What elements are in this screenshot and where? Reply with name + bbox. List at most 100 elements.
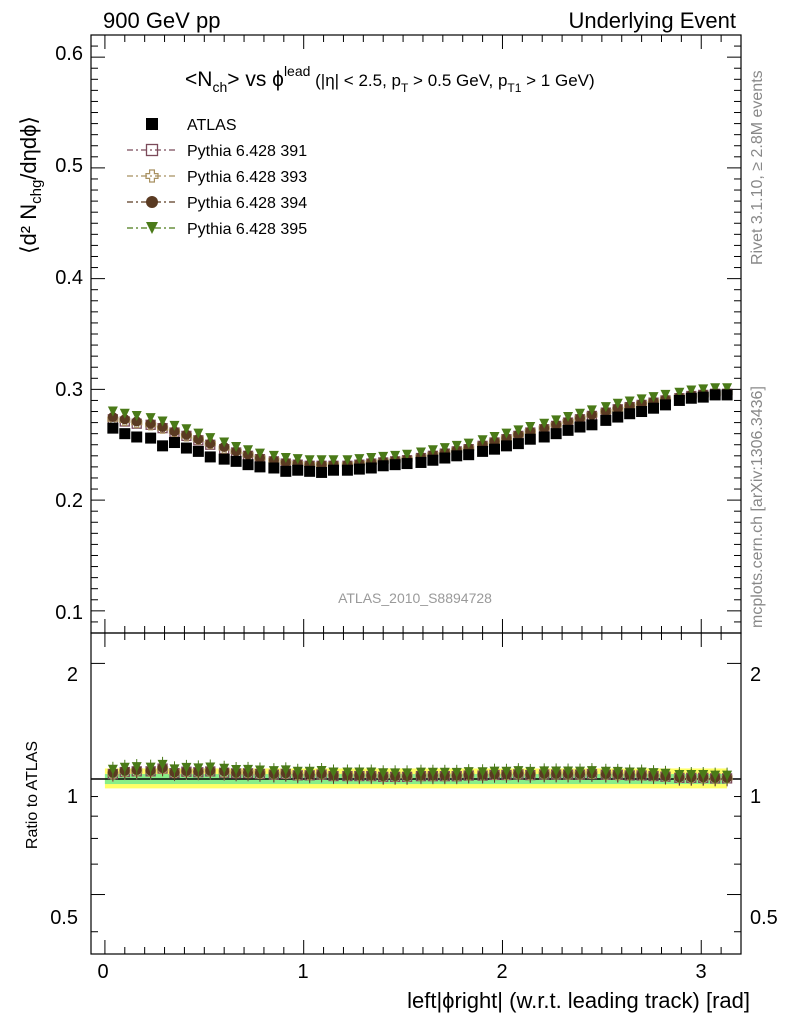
data-point (574, 408, 585, 419)
data-point (218, 453, 230, 465)
header-left: 900 GeV pp (103, 8, 220, 33)
data-point (292, 766, 303, 777)
data-point (402, 449, 413, 460)
data-point (181, 429, 192, 440)
data-point (686, 385, 697, 396)
header-right: Underlying Event (568, 8, 736, 33)
data-point (538, 431, 550, 443)
data-point (612, 766, 623, 777)
data-point (131, 410, 142, 421)
data-point (624, 396, 635, 407)
data-point (145, 432, 157, 444)
axis-ticks (91, 34, 741, 954)
mcplots-label: mcplots.cern.ch [arXiv:1306.3436] (749, 386, 766, 628)
data-point (660, 389, 671, 400)
data-point (551, 766, 562, 777)
data-point (193, 434, 204, 445)
data-point (427, 454, 439, 466)
x-tick-labels: 0 1 2 3 (97, 961, 706, 983)
data-point (145, 413, 156, 424)
data-point (280, 453, 291, 464)
legend-label: Pythia 6.428 393 (187, 169, 307, 186)
data-point (698, 770, 709, 781)
data-point (181, 424, 192, 435)
data-point (205, 433, 216, 444)
data-point (157, 440, 169, 452)
ratio-tick-label-right: 0.5 (750, 907, 778, 929)
data-point (489, 766, 500, 777)
data-point (722, 383, 733, 394)
data-point (304, 766, 315, 777)
data-point (169, 426, 180, 437)
ratio-tick-label-right: 1 (750, 786, 761, 808)
data-point (612, 398, 623, 409)
data-point (204, 451, 216, 463)
data-point (268, 450, 279, 461)
data-point (501, 428, 512, 439)
legend-label: Pythia 6.428 394 (187, 195, 307, 212)
data-point (390, 450, 401, 461)
legend: ATLAS Pythia 6.428 391 Pythia 6.428 393 … (127, 117, 307, 238)
data-point (292, 454, 303, 465)
data-point (231, 764, 242, 775)
data-point (673, 394, 685, 406)
data-point (169, 764, 180, 775)
data-point (366, 767, 377, 778)
ratio-tick-label: 0.5 (50, 907, 78, 929)
data-point (697, 391, 709, 403)
legend-label: ATLAS (187, 117, 237, 134)
legend-label: Pythia 6.428 391 (187, 143, 307, 160)
data-point (192, 445, 204, 457)
data-point (145, 418, 156, 429)
data-point (513, 766, 524, 777)
data-point (648, 402, 660, 414)
data-point (145, 143, 159, 157)
data-point (600, 766, 611, 777)
data-point (489, 443, 501, 455)
y-axis-label-top: ⟨d² Nchg/dηdϕ⟩ (16, 116, 45, 254)
x-tick-label: 0 (97, 961, 108, 983)
data-point (131, 762, 142, 773)
data-point (659, 399, 671, 411)
data-point (254, 461, 266, 473)
top-y-tick-labels: 0.1 0.2 0.3 0.4 0.5 0.6 (55, 43, 83, 624)
data-point (648, 392, 659, 403)
data-point (316, 466, 328, 478)
data-point (402, 768, 413, 779)
y-tick-label: 0.6 (55, 43, 83, 65)
data-point (415, 456, 427, 468)
data-point (157, 422, 168, 433)
data-point (268, 462, 280, 474)
data-point (107, 422, 119, 434)
data-point (316, 766, 327, 777)
data-point (710, 383, 721, 394)
data-point (242, 459, 254, 471)
data-point (119, 762, 130, 773)
data-point (586, 405, 597, 416)
data-point (146, 222, 158, 234)
plot-title: <Nch> vs ϕlead (|η| < 2.5, pT > 0.5 GeV,… (185, 63, 595, 95)
data-point (353, 463, 365, 475)
x-axis-label: left|ϕright| (w.r.t. leading track) [rad… (407, 988, 750, 1013)
data-point (439, 452, 451, 464)
data-point (107, 764, 118, 775)
data-point (636, 767, 647, 778)
data-point (600, 402, 611, 413)
ratio-y-tick-labels: 0.5 1 2 0.5 1 2 (50, 664, 778, 929)
data-point (636, 394, 647, 405)
data-point (524, 433, 536, 445)
ratio-tick-label-right: 2 (750, 664, 761, 686)
data-point (342, 767, 353, 778)
data-point (685, 392, 697, 404)
data-point (205, 438, 216, 449)
data-point (107, 406, 118, 417)
y-tick-label: 0.5 (55, 155, 83, 177)
data-point (231, 441, 242, 452)
x-tick-label: 1 (297, 961, 308, 983)
data-point (145, 762, 156, 773)
data-point (636, 406, 648, 418)
data-point (660, 768, 671, 779)
data-point (389, 459, 401, 471)
data-point (219, 437, 230, 448)
data-point (328, 767, 339, 778)
